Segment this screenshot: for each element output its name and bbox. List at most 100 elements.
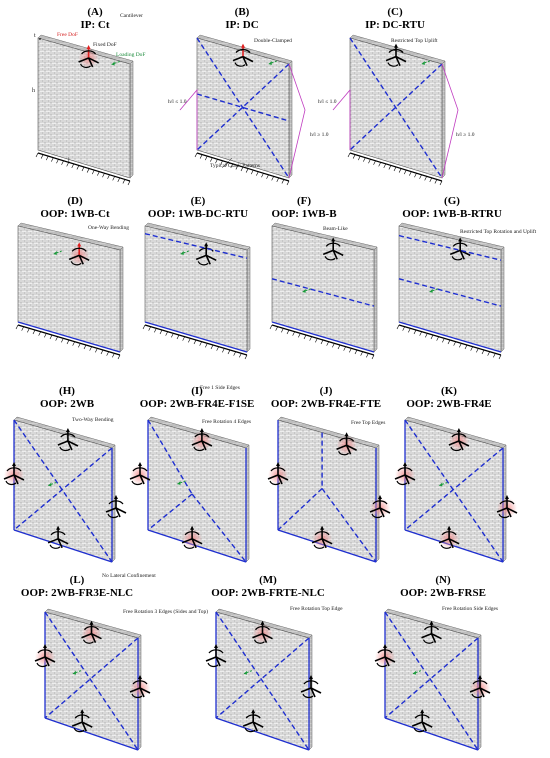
dof-K-right [496,495,518,519]
loading-arrowhead [302,288,306,293]
hl-bracket-right [288,63,306,179]
support-hatch [215,159,218,164]
loading-arrowhead [412,670,416,675]
support-hatch [436,336,439,341]
dof-rotation-arc [414,714,430,719]
support-hatch [360,351,363,356]
dof-arrow-right [321,538,333,545]
dof-rotation-arc [303,680,319,685]
panel-L-title: OOP: 2WB-FR3E-NLC [20,587,134,599]
dof-arrowhead-up [447,525,452,530]
edge-bottom [44,717,139,751]
dof-rotation-arc [498,513,510,519]
dof-rotation-arc [339,437,355,442]
crack-line [147,493,193,531]
dof-arrow-out [57,538,63,549]
note-restricted-top-uplift: Restricted Top Uplift [391,38,438,44]
wall-panel-N [374,608,491,751]
dof-rotation-arc [245,714,261,719]
axis-label-l: l [68,158,70,164]
dof-arrow-right [395,55,407,63]
dof-arrow-left [449,249,461,256]
support-hatch [106,351,109,356]
dof-rotation-arc [49,544,61,549]
crack-line [384,637,479,719]
dof-F [322,237,344,261]
support-hatch [388,165,392,170]
panel-J-letter: (J) [319,385,333,397]
dof-H-bottom [47,525,69,549]
support-hatch [45,155,49,161]
support-hatch [188,338,191,343]
panel-N-letter: (N) [435,574,451,586]
panel-D-title: OOP: 1WB-Ct [40,208,110,220]
support-hatch [89,346,92,351]
dof-rotation-arc [338,450,349,456]
wall-side-face [288,60,293,179]
dof-D [68,242,90,266]
dof-arrow-right [215,656,227,663]
support-hatch [117,177,121,183]
panel-K-title: OOP: 2WB-FR4E [406,398,492,410]
dof-arrow-right [346,444,357,451]
dof-rotation-arc [499,500,515,505]
support-hatch [66,339,70,345]
support-hatch [205,343,208,348]
support-hatch [419,174,422,179]
support-hatch [366,353,369,358]
note-hl-le-C: h/l ≤ 1.0 [318,99,337,105]
dof-N-top [421,620,442,644]
support-hatch [447,339,451,345]
note-restricted-top-rotation: Restricted Top Rotation and Uplift [460,229,537,235]
support-hatch [222,348,225,353]
dof-arrow-out [395,56,401,66]
support-hatch [55,336,58,341]
note-free-rotation-side: Free Rotation Side Edges [442,606,499,612]
note-no-lateral: No Lateral Confinement [102,573,156,579]
dof-arrowhead-up [114,495,118,499]
panel-G-letter: (G) [444,195,460,207]
note-two-way: Two-Way Bending [72,417,114,423]
dof-arrow-out [242,56,248,66]
support-hatch [230,163,234,169]
support-hatch [32,329,36,335]
dof-arrowhead-up [241,43,245,48]
wall-side-face [500,246,505,353]
dof-rotation-arc [388,48,404,54]
support-hatch [349,348,352,353]
dof-rotation-arc [397,467,413,472]
support-hatch [442,338,445,343]
dof-arrow-left [129,687,141,693]
dof-arrow-left [57,440,69,446]
dof-arrowhead-up [320,525,325,530]
dof-arrow-right [379,507,391,514]
dof-rotation-arc [50,531,66,536]
hl-bracket-left [332,88,351,150]
dof-arrowhead-up [138,462,142,466]
support-hatch [204,155,208,161]
support-hatch [402,326,405,331]
support-hatch [235,165,239,170]
wall-panel-C [332,34,459,186]
dof-arrow-out [191,538,197,549]
crack-line [404,447,504,531]
dof-rotation-arc [59,446,71,452]
leader-line [221,157,233,169]
dof-arrowhead-up [478,675,482,679]
dof-arrow-right [262,633,273,640]
support-hatch [127,180,131,186]
dof-J-right [369,495,391,519]
support-hatch [61,338,64,343]
dof-arrow-right [252,721,264,728]
support-hatch [35,152,39,158]
dof-arrow-out [321,538,327,549]
dof-arrow-out [67,440,73,451]
support-hatch [430,334,434,340]
support-hatch [112,353,115,358]
loading-arrowhead [53,251,57,256]
dof-rotation-arc [471,693,483,699]
dof-rotation-arc [269,480,281,486]
wall-panel-L [34,608,151,751]
crack-line [147,419,193,495]
dof-arrow-right [191,538,203,545]
